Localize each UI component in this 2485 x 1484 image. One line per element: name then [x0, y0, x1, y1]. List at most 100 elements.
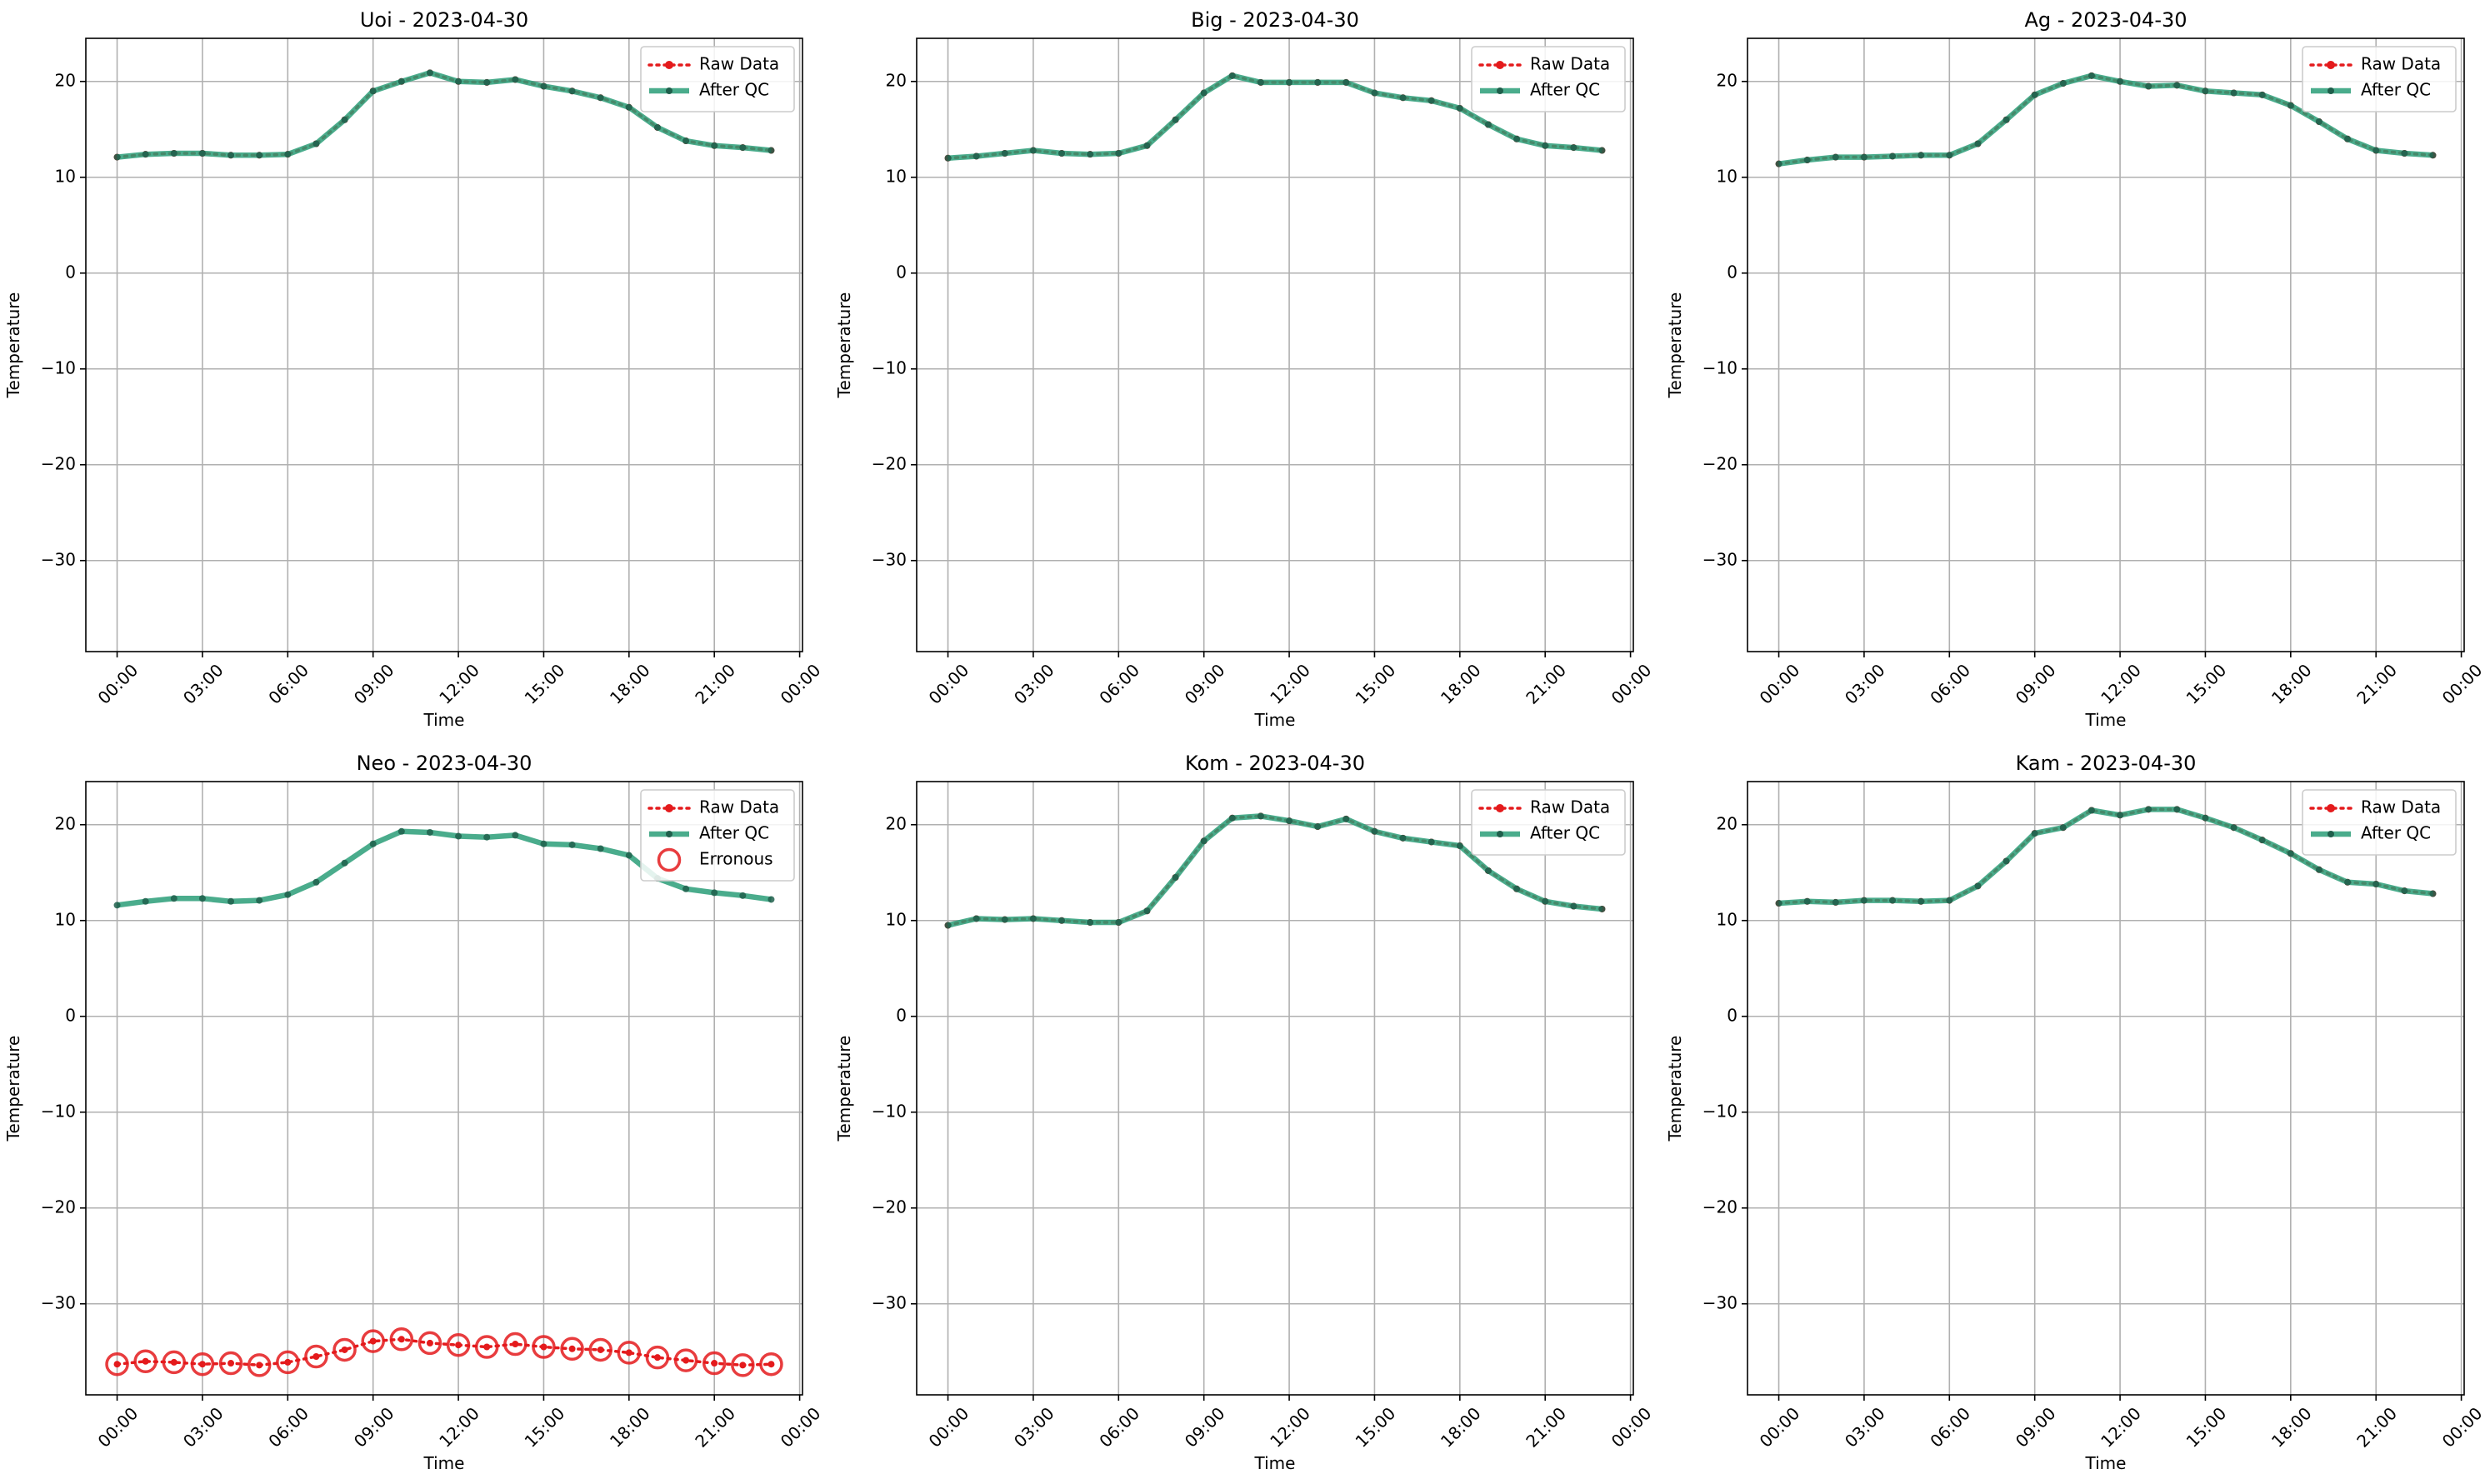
after-qc-point — [1598, 147, 1606, 154]
chart-panel-6: 00:00 03:00 06:00 09:00 12:00 15:00 18:00 21:00… — [1665, 752, 2485, 1473]
after-qc-point — [312, 878, 320, 886]
after-qc-point — [2202, 814, 2209, 822]
after-qc-point — [256, 152, 263, 159]
after-qc-point — [2145, 806, 2152, 813]
after-qc-point — [1371, 89, 1378, 97]
x-axis-label: Time — [423, 710, 465, 730]
after-qc-point — [1001, 150, 1008, 157]
after-qc-point — [1286, 78, 1293, 86]
after-qc-point — [2429, 890, 2437, 897]
legend-label: After QC — [699, 823, 769, 843]
x-tick-label: 06:00 — [1926, 660, 1974, 708]
erroneous-marker — [702, 1351, 727, 1376]
after-qc-point — [483, 78, 491, 86]
after-qc-point — [2258, 91, 2266, 98]
series-qc — [944, 72, 1606, 162]
grid — [86, 782, 802, 1395]
after-qc-point — [398, 827, 405, 835]
after-qc-point — [1484, 867, 1492, 874]
after-qc-point — [1371, 827, 1378, 835]
after-qc-line — [1778, 72, 2433, 167]
legend-label: Raw Data — [1530, 797, 1610, 817]
after-qc-point — [1058, 917, 1066, 924]
series-raw — [113, 1336, 775, 1369]
after-qc-point — [1428, 97, 1435, 104]
after-qc-point — [1200, 89, 1208, 97]
y-axis-label: Temperature — [3, 292, 23, 399]
after-qc-point — [1342, 815, 1350, 822]
after-qc-point — [1428, 838, 1435, 846]
x-tick-label: 06:00 — [264, 1403, 312, 1452]
after-qc-point — [1172, 874, 1179, 881]
x-tick-label: 18:00 — [606, 1403, 654, 1452]
legend-label: Raw Data — [699, 54, 779, 74]
after-qc-point — [1087, 151, 1094, 158]
legend-marker-raw — [2327, 804, 2335, 812]
erroneous-marker — [276, 1350, 300, 1375]
y-tick-label: −20 — [872, 1197, 907, 1217]
x-tick-label: 09:00 — [350, 1403, 398, 1452]
y-axis-label: Temperature — [1665, 292, 1685, 399]
after-qc-point — [540, 82, 548, 90]
axes-frame — [85, 37, 803, 652]
after-qc-point — [1570, 144, 1578, 152]
chart-panel-1: 00:00 03:00 06:00 09:00 12:00 15:00 18:00 21:00… — [3, 8, 824, 730]
after-qc-point — [113, 902, 121, 909]
raw-data-point — [426, 1339, 433, 1347]
x-tick-label: 21:00 — [691, 660, 739, 708]
after-qc-point — [512, 76, 519, 83]
erroneous-marker — [446, 1332, 471, 1357]
chart-title: Kam - 2023-04-30 — [2016, 752, 2197, 775]
x-tick-label: 06:00 — [1095, 1403, 1143, 1452]
x-tick-label: 09:00 — [2012, 1403, 2060, 1452]
legend-marker-raw — [2327, 61, 2335, 69]
after-qc-point — [1542, 142, 1549, 149]
raw-data-point — [228, 1360, 235, 1367]
after-qc-point — [1484, 121, 1492, 128]
legend-entry: After QC — [1480, 823, 1600, 843]
after-qc-point — [1058, 150, 1066, 157]
x-axis-label: Time — [1254, 710, 1296, 730]
after-qc-point — [682, 137, 690, 145]
x-axis-label: Time — [423, 1453, 465, 1473]
after-qc-point — [1314, 823, 1322, 831]
y-axis-label: Temperature — [834, 292, 854, 399]
after-qc-point — [2315, 118, 2322, 126]
after-qc-point — [2117, 812, 2124, 819]
x-tick-label: 03:00 — [179, 660, 228, 708]
x-tick-label: 00:00 — [777, 660, 825, 708]
raw-data-point — [512, 1341, 519, 1348]
after-qc-point — [2002, 116, 2010, 123]
x-tick-label: 00:00 — [2438, 660, 2485, 708]
after-qc-point — [2372, 147, 2380, 154]
raw-data-point — [483, 1343, 491, 1351]
y-tick-label: −30 — [1702, 1292, 1738, 1312]
after-qc-point — [1143, 907, 1151, 915]
after-qc-point — [972, 152, 980, 160]
after-qc-point — [2117, 77, 2124, 85]
erroneous-marker — [418, 1331, 442, 1356]
y-tick-label: 10 — [55, 166, 76, 186]
y-tick-label: −30 — [41, 1292, 76, 1312]
grid — [1748, 38, 2464, 652]
legend-label: After QC — [2361, 80, 2431, 100]
after-qc-point — [568, 841, 576, 848]
y-tick-label: −30 — [872, 549, 907, 569]
after-qc-point — [2344, 135, 2352, 142]
after-qc-point — [2401, 150, 2408, 157]
after-qc-point — [2002, 857, 2010, 865]
legend-label: Erronous — [699, 849, 773, 869]
x-tick-label: 00:00 — [925, 660, 973, 708]
after-qc-point — [2230, 824, 2238, 832]
after-qc-point — [2230, 89, 2238, 97]
axes-frame — [1747, 781, 2465, 1396]
y-tick-label: 0 — [1727, 262, 1738, 282]
legend-box — [1471, 46, 1626, 112]
raw-data-point — [142, 1357, 149, 1365]
after-qc-point — [1974, 882, 1982, 890]
legend-entry: Erronous — [657, 847, 773, 872]
x-axis-label: Time — [2085, 710, 2127, 730]
erroneous-marker — [304, 1344, 328, 1369]
x-tick-label: 18:00 — [1437, 1403, 1485, 1452]
y-tick-label: −30 — [41, 549, 76, 569]
